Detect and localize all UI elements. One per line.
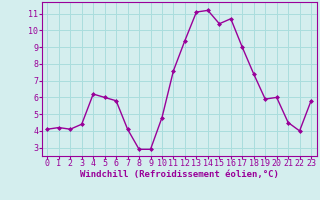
X-axis label: Windchill (Refroidissement éolien,°C): Windchill (Refroidissement éolien,°C) (80, 170, 279, 179)
